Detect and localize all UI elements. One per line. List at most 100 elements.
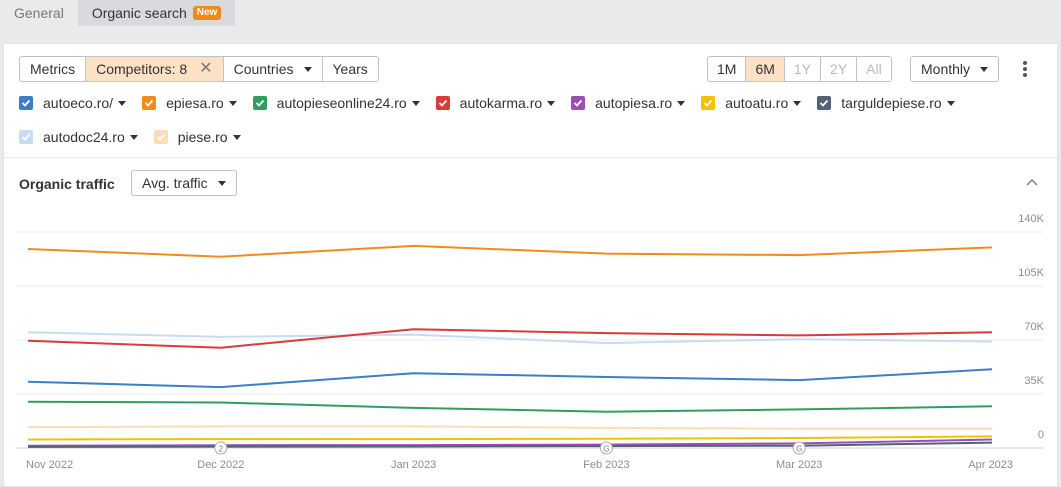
series-line-autokarma-ro bbox=[27, 328, 993, 349]
y-tick-label: 35K bbox=[1024, 375, 1044, 387]
tab-bar: General Organic search New bbox=[0, 0, 236, 26]
range-6m-label: 6M bbox=[755, 61, 775, 77]
x-tick-label: Apr 2023 bbox=[968, 459, 1013, 471]
tab-organic-search-label: Organic search bbox=[91, 5, 187, 21]
annotation-marker bbox=[599, 441, 613, 455]
range-all-button[interactable]: All bbox=[857, 57, 891, 81]
metrics-button[interactable]: Metrics bbox=[20, 57, 87, 81]
new-badge: New bbox=[192, 6, 222, 20]
chevron-down-icon[interactable] bbox=[129, 134, 138, 140]
y-tick-label: 140K bbox=[1018, 213, 1044, 225]
chevron-down-icon[interactable] bbox=[232, 134, 241, 140]
legend-item-autoeco[interactable]: autoeco.ro/ bbox=[19, 95, 127, 111]
countries-dropdown[interactable]: Countries bbox=[224, 57, 323, 81]
chevron-down-icon[interactable] bbox=[228, 100, 237, 106]
annotation-marker bbox=[214, 441, 228, 455]
range-all-label: All bbox=[866, 61, 882, 77]
chevron-down-icon bbox=[980, 66, 989, 72]
series-line-autoeco-ro bbox=[27, 368, 993, 389]
chevron-down-icon bbox=[303, 66, 312, 72]
annotation-label: 2 bbox=[219, 445, 224, 454]
legend-row-2: autodoc24.ro piese.ro bbox=[19, 129, 257, 145]
chevron-down-icon[interactable] bbox=[118, 100, 127, 106]
interval-label: Monthly bbox=[921, 61, 971, 77]
countries-label: Countries bbox=[233, 61, 294, 77]
checkbox-icon[interactable] bbox=[19, 96, 33, 110]
series-line-autoatu-ro bbox=[27, 435, 993, 441]
section-divider bbox=[4, 157, 1057, 158]
legend-item-autokarma[interactable]: autokarma.ro bbox=[435, 95, 556, 111]
section-title: Organic traffic bbox=[19, 176, 115, 192]
series-line-epiesa-ro bbox=[27, 244, 993, 258]
legend-item-autodoc24[interactable]: autodoc24.ro bbox=[19, 129, 138, 145]
series-line-piese-ro bbox=[27, 425, 992, 430]
legend-label: piese.ro bbox=[177, 129, 228, 145]
competitors-label: Competitors: 8 bbox=[96, 61, 188, 77]
checkbox-icon[interactable] bbox=[19, 130, 33, 144]
legend-item-autopieseonline24[interactable]: autopieseonline24.ro bbox=[252, 95, 420, 111]
tab-general-label: General bbox=[14, 5, 64, 21]
legend-label: autopieseonline24.ro bbox=[276, 95, 407, 111]
legend-label: epiesa.ro bbox=[166, 95, 224, 111]
tab-general[interactable]: General bbox=[0, 0, 78, 26]
range-1y-button[interactable]: 1Y bbox=[785, 57, 822, 81]
legend-label: autodoc24.ro bbox=[43, 129, 125, 145]
y-tick-label: 70K bbox=[1024, 321, 1044, 333]
chevron-up-icon[interactable] bbox=[1025, 176, 1039, 190]
legend-item-autopiesa[interactable]: autopiesa.ro bbox=[571, 95, 686, 111]
checkbox-icon[interactable] bbox=[435, 96, 450, 110]
legend-row-1: autoeco.ro/ epiesa.ro autopieseonline24.… bbox=[19, 95, 971, 111]
chevron-down-icon[interactable] bbox=[677, 100, 686, 106]
tab-organic-search[interactable]: Organic search New bbox=[77, 0, 236, 26]
more-options-icon[interactable] bbox=[1020, 61, 1030, 77]
annotation-label: G bbox=[796, 445, 802, 454]
range-1m-button[interactable]: 1M bbox=[708, 57, 747, 81]
chevron-down-icon[interactable] bbox=[793, 100, 802, 106]
legend-item-targuldepiese[interactable]: targuldepiese.ro bbox=[817, 95, 955, 111]
metrics-label: Metrics bbox=[30, 61, 76, 77]
series-line-targuldepiese-ro bbox=[27, 441, 993, 448]
chevron-down-icon[interactable] bbox=[411, 100, 420, 106]
checkbox-icon[interactable] bbox=[701, 96, 716, 110]
competitors-button[interactable]: Competitors: 8 ✕ bbox=[86, 57, 224, 81]
range-button-group: 1M 6M 1Y 2Y All bbox=[707, 56, 892, 82]
legend-item-epiesa[interactable]: epiesa.ro bbox=[142, 95, 237, 111]
legend-label: autoeco.ro/ bbox=[43, 95, 114, 111]
chevron-down-icon[interactable] bbox=[547, 100, 556, 106]
series-line-autopieseonline24-ro bbox=[27, 400, 993, 413]
checkbox-icon[interactable] bbox=[817, 96, 832, 110]
legend-item-piese[interactable]: piese.ro bbox=[153, 129, 241, 145]
x-tick-label: Nov 2022 bbox=[26, 459, 73, 471]
range-6m-button[interactable]: 6M bbox=[746, 57, 785, 81]
x-tick-label: Dec 2022 bbox=[197, 459, 244, 471]
annotation-marker bbox=[792, 441, 806, 455]
x-tick-label: Jan 2023 bbox=[391, 459, 436, 471]
checkbox-icon[interactable] bbox=[571, 96, 586, 110]
series-line-autopiesa-ro bbox=[27, 438, 993, 447]
traffic-metric-label: Avg. traffic bbox=[142, 175, 208, 191]
range-1m-label: 1M bbox=[717, 61, 737, 77]
traffic-metric-dropdown[interactable]: Avg. traffic bbox=[131, 170, 237, 196]
years-button[interactable]: Years bbox=[323, 57, 378, 81]
organic-traffic-chart: 0 35K 70K 105K 140K Nov 2022 Dec 2022 Jan 2023 F… bbox=[16, 213, 1045, 471]
chevron-down-icon[interactable] bbox=[946, 100, 955, 106]
checkbox-icon[interactable] bbox=[142, 96, 157, 110]
y-tick-label: 0 bbox=[1038, 429, 1044, 441]
interval-dropdown[interactable]: Monthly bbox=[910, 56, 1000, 82]
organic-search-panel: Metrics Competitors: 8 ✕ Countries Years… bbox=[3, 43, 1058, 487]
close-icon[interactable]: ✕ bbox=[199, 60, 213, 77]
legend-label: autopiesa.ro bbox=[595, 95, 673, 111]
legend-label: autoatu.ro bbox=[725, 95, 789, 111]
years-label: Years bbox=[332, 61, 368, 77]
y-tick-label: 105K bbox=[1018, 267, 1044, 279]
range-1y-label: 1Y bbox=[793, 61, 812, 77]
legend-label: targuldepiese.ro bbox=[841, 95, 942, 111]
range-2y-button[interactable]: 2Y bbox=[821, 57, 858, 81]
checkbox-icon[interactable] bbox=[153, 130, 168, 144]
annotation-label: G bbox=[603, 445, 609, 454]
x-tick-label: Feb 2023 bbox=[583, 459, 629, 471]
checkbox-icon[interactable] bbox=[252, 96, 267, 110]
legend-label: autokarma.ro bbox=[459, 95, 543, 111]
legend-item-autoatu[interactable]: autoatu.ro bbox=[701, 95, 802, 111]
range-2y-label: 2Y bbox=[830, 61, 848, 77]
